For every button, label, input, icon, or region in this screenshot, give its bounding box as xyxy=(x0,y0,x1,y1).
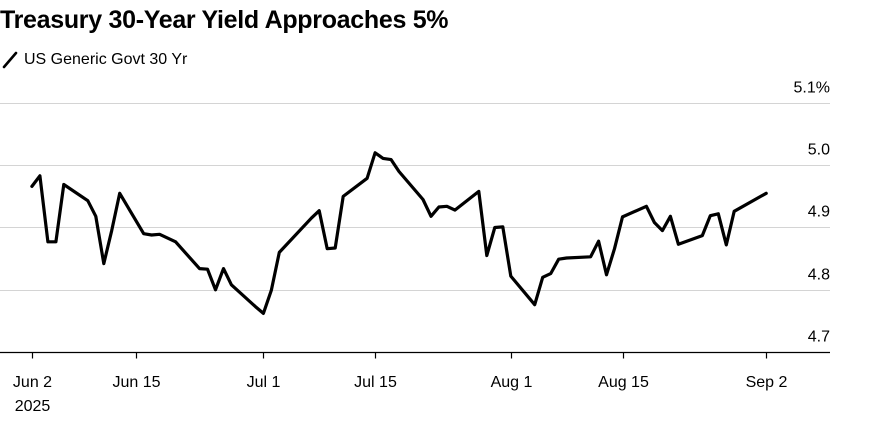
x-tick-label: Jun 2 xyxy=(13,374,52,391)
x-tick-label: Aug 15 xyxy=(598,374,649,391)
x-tick-label: Sep 2 xyxy=(746,374,788,391)
y-tick-label: 4.7 xyxy=(808,329,830,346)
x-tick-year-label: 2025 xyxy=(15,398,51,415)
y-tick-label: 5.0 xyxy=(808,142,830,159)
x-tick-label: Jul 15 xyxy=(354,374,397,391)
chart-title: Treasury 30-Year Yield Approaches 5% xyxy=(0,6,449,34)
legend-line-icon xyxy=(2,51,18,69)
series-line xyxy=(30,151,768,315)
x-tick-label: Aug 1 xyxy=(491,374,533,391)
legend-entry-label: US Generic Govt 30 Yr xyxy=(24,51,188,68)
x-tick-label: Jul 1 xyxy=(247,374,281,391)
x-tick-label: Jun 15 xyxy=(112,374,160,391)
y-tick-label: 4.8 xyxy=(808,267,830,284)
y-tick-label: 5.1% xyxy=(794,80,830,97)
legend: US Generic Govt 30 Yr xyxy=(2,50,187,70)
y-tick-label: 4.9 xyxy=(808,204,830,221)
